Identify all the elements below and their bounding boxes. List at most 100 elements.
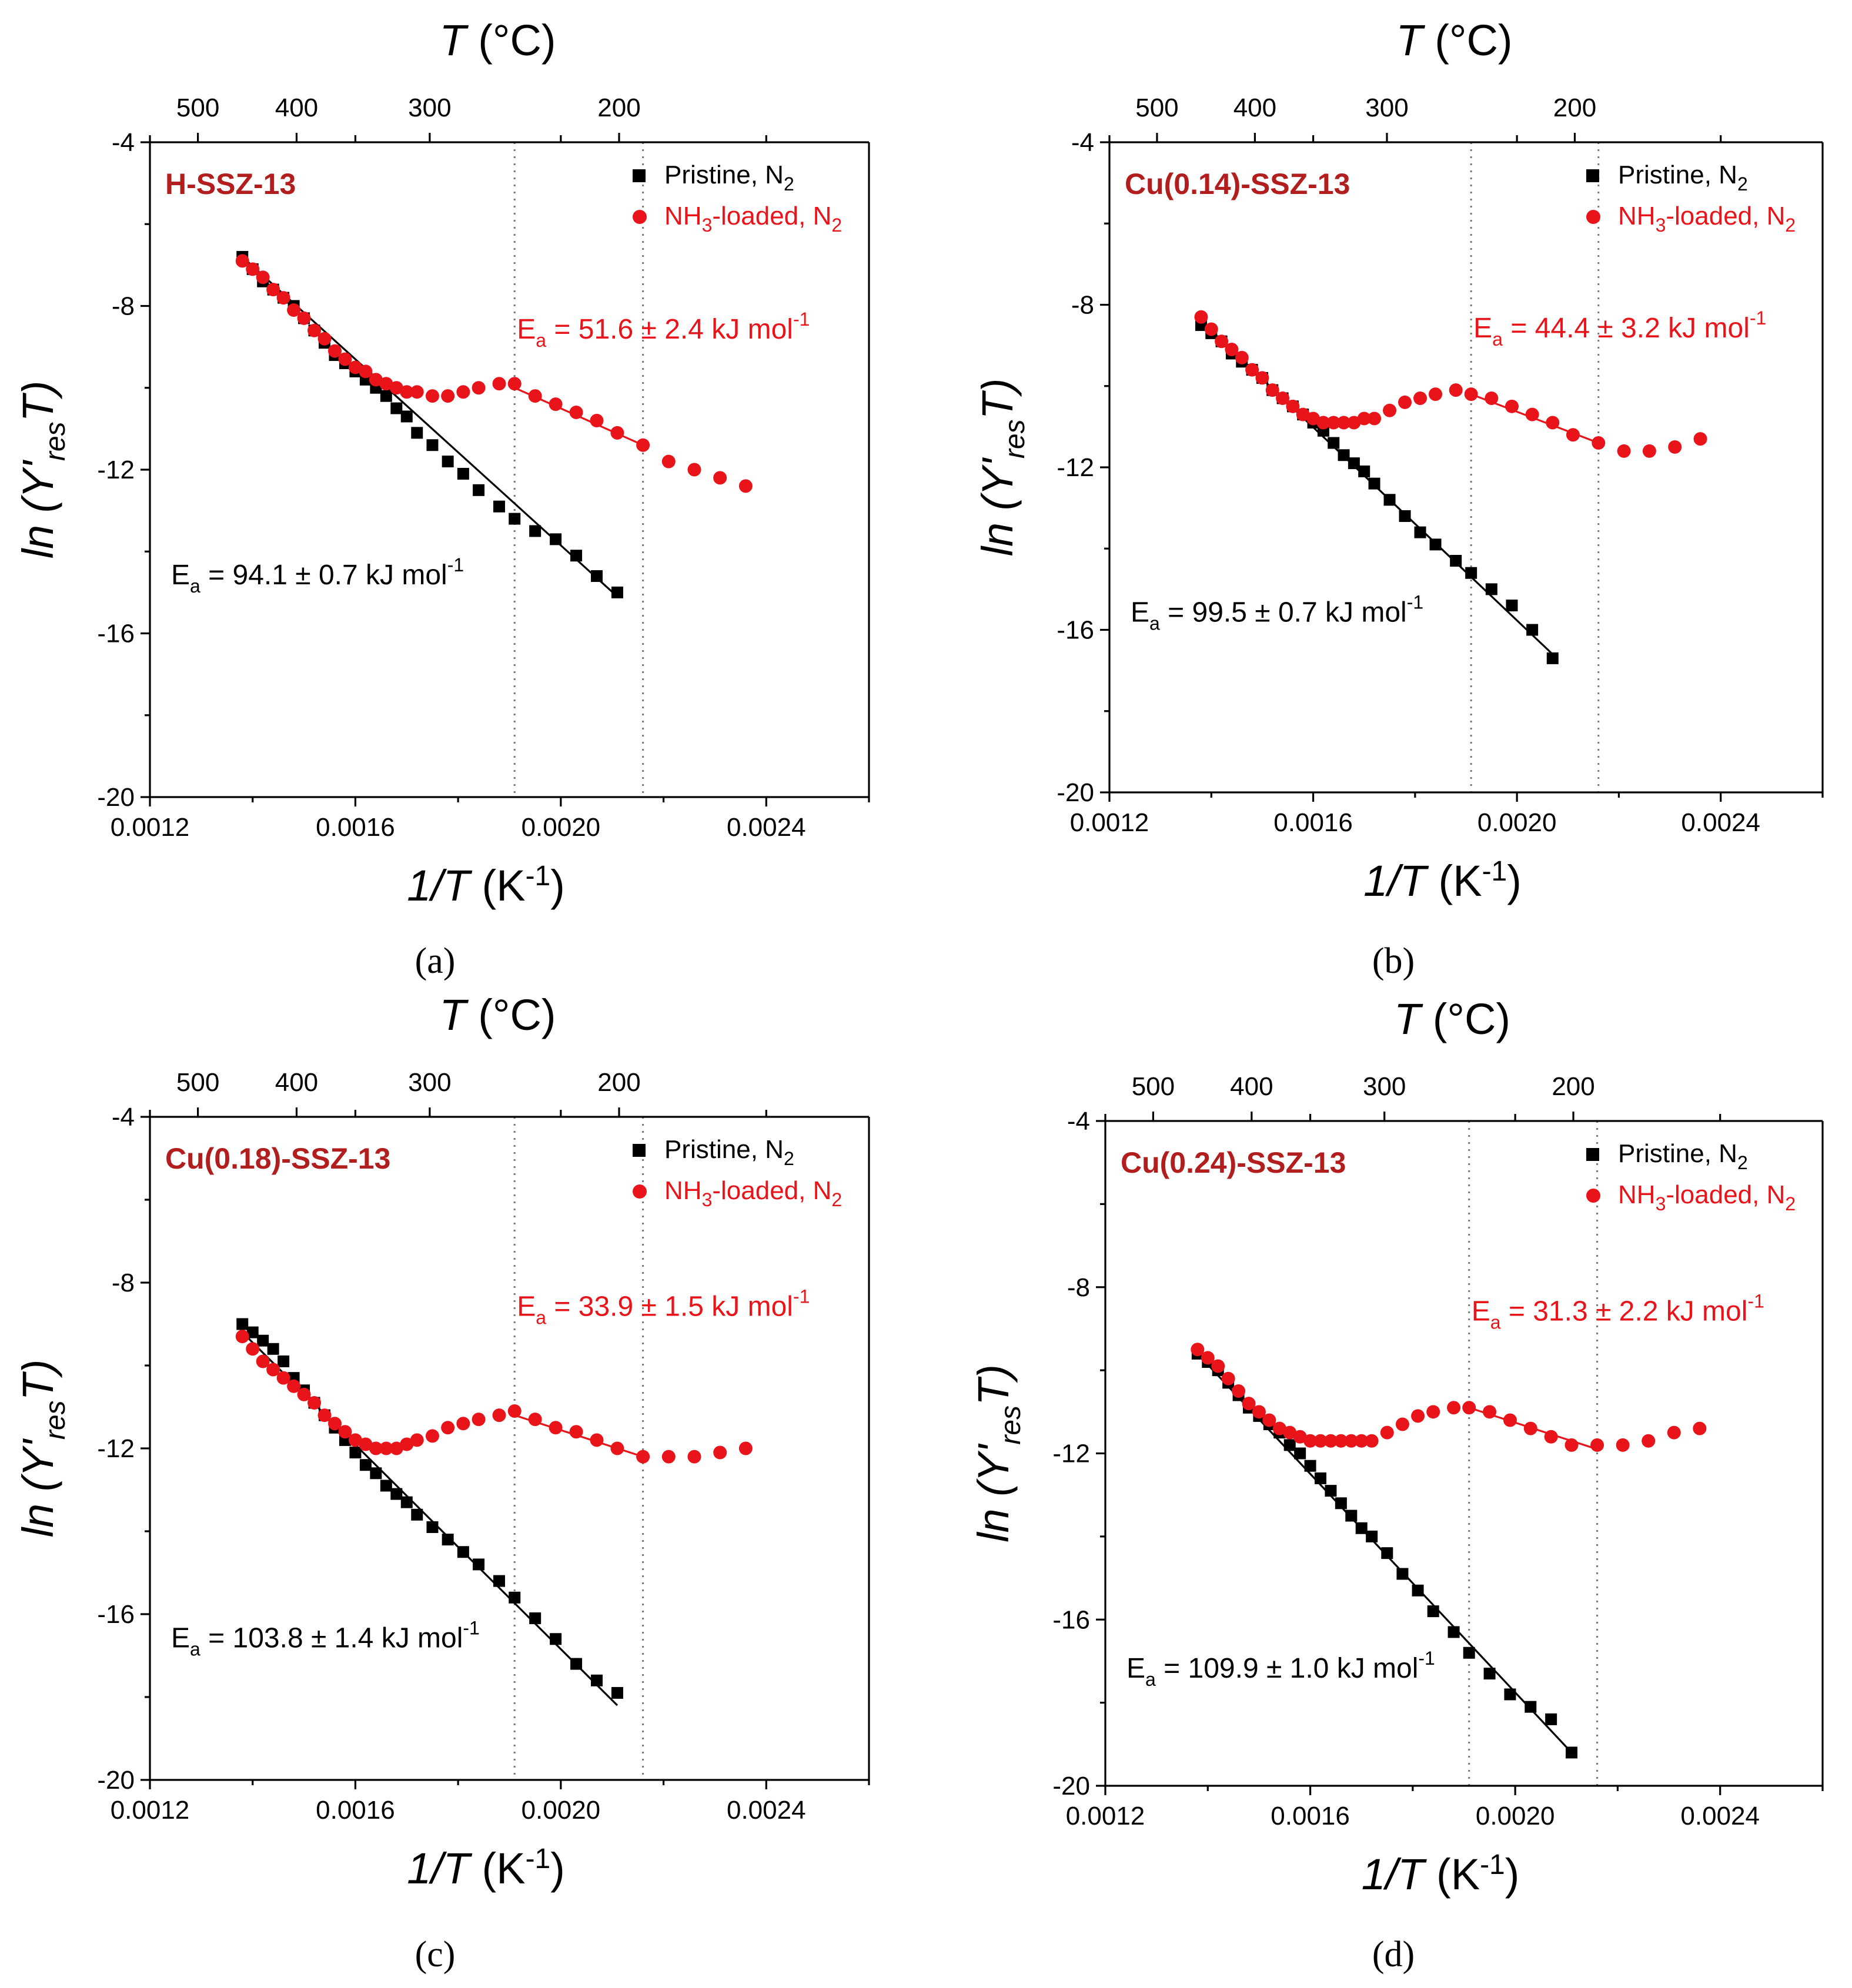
ea-pristine-value: = 103.8 ± 1.4 kJ mol [200,1622,463,1654]
data-point-nh3 [246,1342,260,1356]
legend-pristine-sub: 2 [784,1148,794,1169]
data-point-nh3 [348,1433,362,1447]
y-tick-label: -8 [1071,291,1094,320]
data-point-pristine [370,1467,382,1480]
data-point-pristine [1450,554,1462,567]
data-point-nh3 [507,1404,521,1418]
x-axis-title: 1/T (K-1) [407,861,565,910]
ea-nh3-value: = 31.3 ± 2.2 kJ mol [1501,1296,1748,1327]
y-tick-label: -4 [112,128,135,157]
data-point-pristine [570,1658,583,1670]
ea-nh3-value: = 51.6 ± 2.4 kJ mol [546,314,793,345]
data-point-pristine [411,427,423,439]
data-point-pristine [570,550,583,562]
x-tick-label: 0.0012 [1070,808,1149,837]
data-point-nh3 [590,1433,604,1447]
data-point-nh3 [1306,411,1321,426]
ea-nh3-sup: -1 [1750,307,1766,329]
x-axis-title-var: 1/T [407,861,473,910]
ea-pristine-sup: -1 [463,1617,479,1638]
data-point-nh3 [549,397,563,411]
data-point-pristine [1429,538,1442,551]
data-point-nh3 [297,311,311,325]
ea-pristine-sub: a [1145,1669,1156,1690]
data-point-pristine [426,439,439,451]
y-axis-title: ln (Y'resT) [14,1360,71,1538]
legend-nh3-sub2: 2 [831,215,842,236]
x-axis-title-unit: (K [1426,856,1482,905]
y-axis-title-ln: ln [14,1504,62,1538]
x-tick-label: 0.0012 [1066,1802,1145,1830]
y-axis-title-y: (Y' [973,457,1022,523]
y-tick-label: -12 [1057,453,1094,482]
legend-nh3-text-b: -loaded, N [712,202,831,230]
data-point-pristine [1485,583,1497,595]
top-tick-label: 400 [1230,1072,1273,1101]
ea-pristine-e: E [1131,597,1149,628]
top-axis-title-var: T [1396,16,1425,65]
x-axis-title-var: 1/T [407,1844,473,1893]
data-point-nh3 [661,454,676,468]
data-point-nh3 [1525,407,1539,421]
y-axis-title: ln (Y'resT) [14,381,71,559]
ea-nh3-sup: -1 [793,1286,810,1307]
data-point-nh3 [1464,387,1478,401]
data-point-pristine [1345,1510,1358,1522]
ea-pristine-sub: a [190,1638,200,1659]
data-point-nh3 [1252,1405,1266,1419]
data-point-pristine [493,1575,506,1587]
y-axis-title-y: (Y' [969,1443,1018,1509]
data-point-nh3 [266,283,280,297]
y-tick-label: -12 [1052,1440,1090,1468]
data-point-nh3 [492,1408,506,1423]
data-point-nh3 [256,270,270,285]
data-point-nh3 [1380,1425,1394,1440]
data-point-nh3 [317,332,332,346]
data-point-pristine [1483,1668,1496,1680]
x-tick-label: 0.0020 [521,1796,601,1825]
y-axis-title-y: (Y' [14,1438,62,1504]
data-point-nh3 [1667,1425,1681,1440]
data-point-pristine [359,1459,372,1471]
data-point-nh3 [610,426,624,440]
data-point-nh3 [1211,1359,1225,1373]
data-point-pristine [1304,1460,1316,1472]
data-point-nh3 [1365,1434,1379,1448]
y-tick-label: -16 [97,620,135,648]
y-axis-title-ln: ln [969,1508,1018,1542]
legend-nh3-text-a: NH [664,202,702,230]
x-axis-title-unit: (K [470,861,526,910]
x-axis-title-close: ) [550,861,565,910]
y-axis-title-t: T) [14,381,62,422]
data-point-pristine [1447,1626,1460,1638]
x-axis-title-var: 1/T [1363,856,1429,905]
data-point-pristine [278,1355,290,1367]
data-point-nh3 [1221,1371,1235,1385]
data-point-pristine [1506,600,1518,612]
data-point-nh3 [1296,407,1310,421]
data-point-nh3 [327,1417,342,1431]
data-point-nh3 [456,385,470,399]
x-axis-title-var: 1/T [1362,1850,1428,1899]
data-point-nh3 [1398,395,1412,409]
data-point-nh3 [307,1395,322,1410]
data-point-nh3 [1616,1438,1630,1452]
data-point-nh3 [1225,343,1239,357]
panel-title: Cu(0.14)-SSZ-13 [1125,168,1350,200]
data-point-nh3 [1505,399,1519,413]
data-point-nh3 [1326,416,1340,430]
data-point-nh3 [687,1450,701,1464]
data-point-nh3 [1566,428,1580,442]
ea-pristine-sup: -1 [1407,592,1423,613]
x-axis-title-sup: -1 [526,1843,551,1875]
data-point-nh3 [569,406,583,420]
ea-nh3-e: E [1473,313,1492,344]
x-tick-label: 0.0012 [111,1796,190,1825]
ea-label-pristine: Ea = 94.1 ± 0.7 kJ mol-1 [171,554,464,597]
data-point-nh3 [425,389,439,403]
data-point-pristine [473,1558,485,1571]
y-tick-label: -16 [1052,1605,1090,1634]
data-point-nh3 [441,1421,455,1435]
data-point-nh3 [1462,1401,1476,1415]
data-point-nh3 [400,385,414,399]
